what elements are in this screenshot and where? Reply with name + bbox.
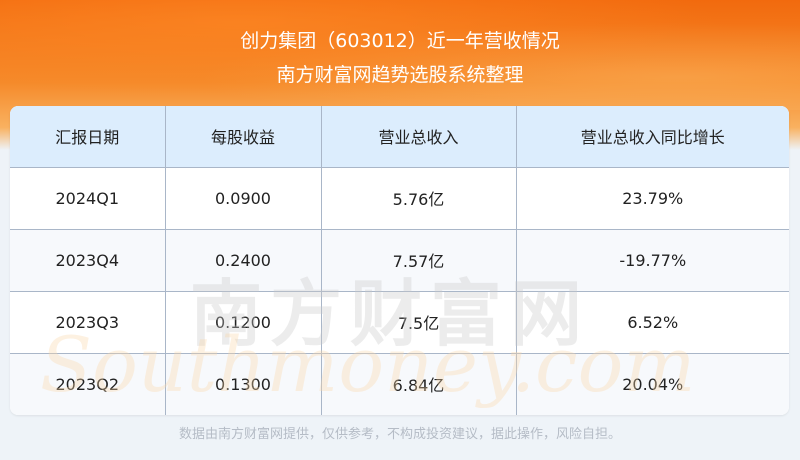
- column-header-date: 汇报日期: [10, 106, 166, 168]
- cell-growth: 6.52%: [516, 291, 789, 354]
- cell-revenue: 7.5亿: [321, 291, 517, 354]
- disclaimer: 数据由南方财富网提供，仅供参考，不构成投资建议，据此操作，风险自担。: [178, 427, 621, 442]
- page-subtitle: 南方财富网趋势选股系统整理: [276, 64, 524, 86]
- cell-growth: -19.77%: [516, 229, 789, 292]
- page-title: 创力集团（603012）近一年营收情况: [240, 30, 560, 52]
- cell-date: 2023Q2: [10, 353, 166, 415]
- column-header-eps: 每股收益: [165, 106, 322, 168]
- cell-eps: 0.1200: [165, 291, 322, 354]
- cell-revenue: 5.76亿: [321, 167, 517, 230]
- cell-eps: 0.0900: [165, 167, 322, 230]
- cell-revenue: 7.57亿: [321, 229, 517, 292]
- table-row: 2023Q3 0.1200 7.5亿 6.52%: [10, 291, 789, 354]
- table-row: 2024Q1 0.0900 5.76亿 23.79%: [10, 167, 789, 230]
- cell-growth: 23.79%: [516, 167, 789, 230]
- column-header-revenue: 营业总收入: [321, 106, 517, 168]
- cell-date: 2024Q1: [10, 167, 166, 230]
- cell-date: 2023Q4: [10, 229, 166, 292]
- cell-date: 2023Q3: [10, 291, 166, 354]
- cell-eps: 0.2400: [165, 229, 322, 292]
- revenue-table-card: 汇报日期 每股收益 营业总收入 营业总收入同比增长 2024Q1 0.0900 5.…: [10, 106, 789, 415]
- table-header-row: 汇报日期 每股收益 营业总收入 营业总收入同比增长: [10, 106, 789, 168]
- cell-growth: 20.04%: [516, 353, 789, 415]
- column-header-growth: 营业总收入同比增长: [516, 106, 789, 168]
- cell-revenue: 6.84亿: [321, 353, 517, 415]
- cell-eps: 0.1300: [165, 353, 322, 415]
- revenue-table: 汇报日期 每股收益 营业总收入 营业总收入同比增长 2024Q1 0.0900 5.…: [10, 106, 789, 415]
- table-row: 2023Q2 0.1300 6.84亿 20.04%: [10, 353, 789, 415]
- table-row: 2023Q4 0.2400 7.57亿 -19.77%: [10, 229, 789, 292]
